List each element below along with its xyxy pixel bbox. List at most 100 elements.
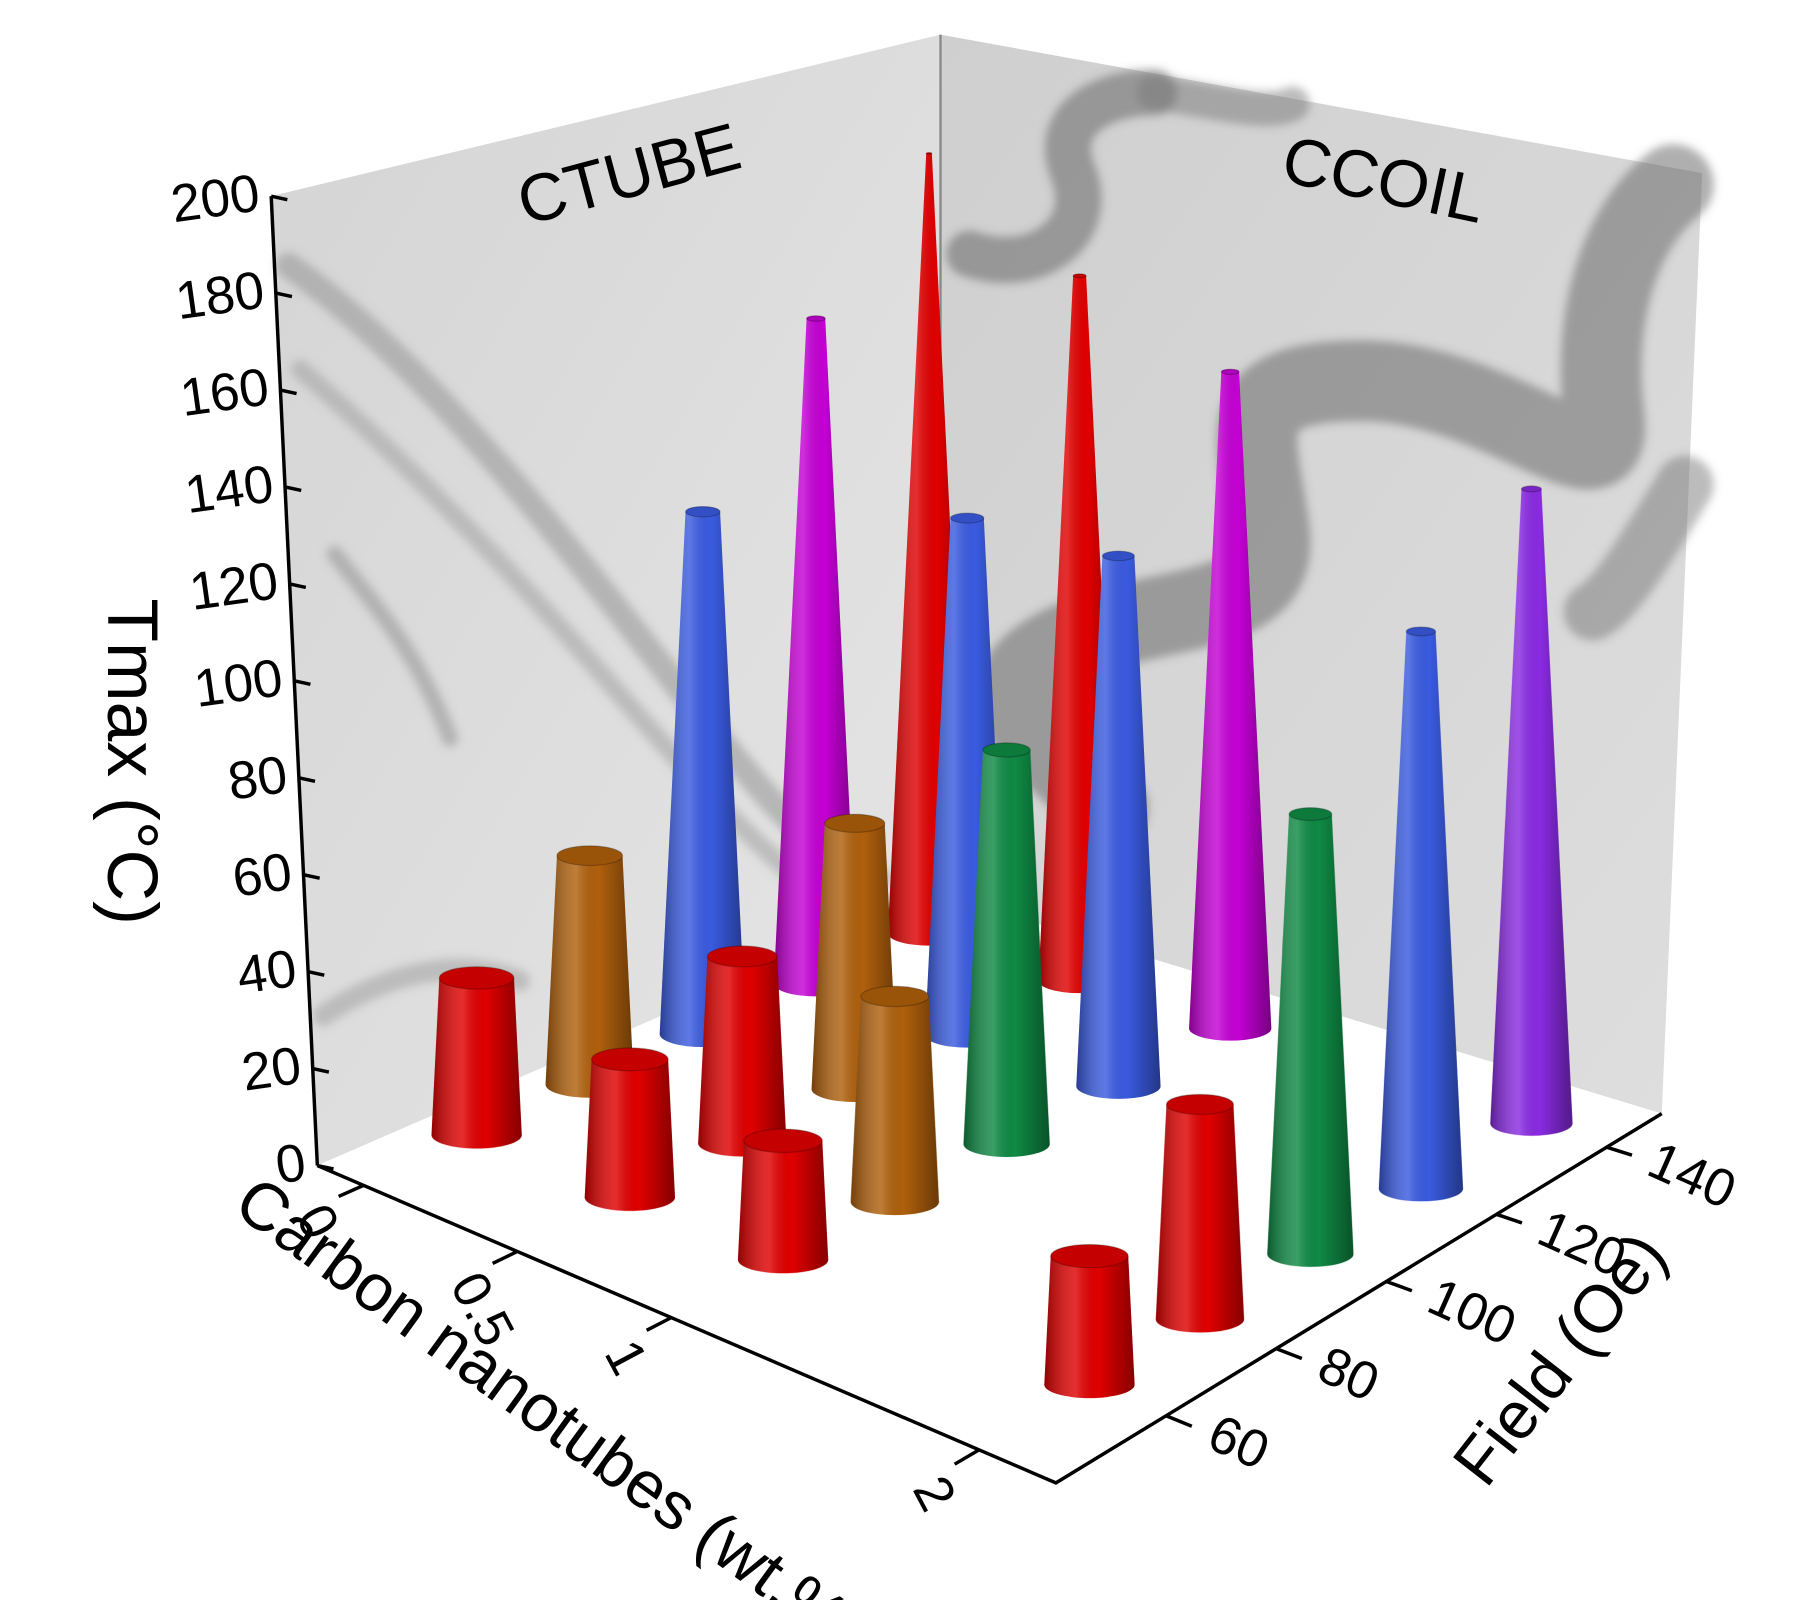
cone xyxy=(698,945,787,1157)
x-tick-label: 2 xyxy=(901,1467,967,1521)
x-tick xyxy=(491,1249,519,1265)
cone-shade xyxy=(1267,814,1354,1267)
cone xyxy=(1076,550,1161,1099)
cone-cap xyxy=(590,1047,669,1072)
cone-cap-shade xyxy=(1102,551,1135,561)
cone-cap-shade xyxy=(824,814,885,833)
cone-cap xyxy=(438,966,515,990)
z-tick xyxy=(298,776,316,783)
cone-shade xyxy=(963,749,1050,1157)
tube xyxy=(326,545,459,747)
cone-shade xyxy=(850,996,939,1216)
cone-cap xyxy=(949,512,985,524)
cone-shade xyxy=(1189,371,1272,1041)
z-tick-label: 60 xyxy=(229,842,296,909)
cone-cap-shade xyxy=(860,986,929,1007)
coil xyxy=(1136,75,1310,126)
cone-shade xyxy=(584,1059,675,1211)
cone-cap-shade xyxy=(983,742,1031,758)
cone-cap xyxy=(1520,485,1542,493)
z-tick-label: 80 xyxy=(224,745,291,812)
z-tick xyxy=(307,969,325,977)
cone-cap-shade xyxy=(1073,273,1087,278)
z-tick xyxy=(275,291,293,299)
cone-shade xyxy=(1490,488,1573,1136)
z-tick-label: 140 xyxy=(181,454,277,525)
x-tick xyxy=(337,1183,365,1199)
cone-shade xyxy=(1044,1256,1135,1399)
cone-shade xyxy=(1155,1104,1245,1333)
y-tick xyxy=(1606,1145,1633,1157)
cone-cap-shade xyxy=(1050,1244,1129,1268)
cone xyxy=(1155,1093,1245,1333)
cone-cap-shade xyxy=(685,506,721,517)
y-tick-label: 60 xyxy=(1200,1404,1278,1482)
cone-cap xyxy=(1165,1093,1234,1116)
x-tick-label: 1 xyxy=(593,1331,659,1385)
cone xyxy=(850,985,939,1216)
cone-cap-shade xyxy=(950,513,984,524)
z-tick xyxy=(280,388,297,396)
cone-shade xyxy=(737,1140,829,1274)
cone xyxy=(545,845,634,1098)
cone-cap xyxy=(925,151,933,155)
cone xyxy=(431,966,522,1149)
cone-cap xyxy=(860,985,930,1008)
cone-cap-shade xyxy=(743,1129,823,1153)
y-tick xyxy=(1165,1414,1193,1428)
z-tick-label: 200 xyxy=(167,164,263,235)
coil xyxy=(946,69,1178,283)
cone-cap xyxy=(706,945,778,968)
cone-cap xyxy=(1288,807,1333,822)
cone-cap xyxy=(1072,273,1087,279)
z-tick-label: 160 xyxy=(177,357,273,428)
x-tick xyxy=(645,1316,673,1332)
cone-cap xyxy=(1405,626,1437,637)
cone xyxy=(737,1128,829,1274)
x-tick xyxy=(953,1448,980,1466)
z-tick-label: 100 xyxy=(190,648,286,719)
cone xyxy=(963,742,1050,1157)
cone-cap-shade xyxy=(926,152,932,155)
y-tick xyxy=(1275,1346,1303,1361)
cone-cap xyxy=(743,1128,823,1154)
cone-cap-shade xyxy=(1221,369,1240,375)
cone-cap xyxy=(982,742,1031,758)
z-tick xyxy=(284,485,302,493)
cone-shade xyxy=(545,855,634,1098)
cone-shade xyxy=(659,511,746,1048)
cone xyxy=(1378,626,1464,1202)
cone-cap-shade xyxy=(1289,807,1332,821)
z-tick-label: 20 xyxy=(238,1036,305,1103)
cone-cap-shade xyxy=(707,945,778,967)
cone xyxy=(659,505,746,1048)
cone xyxy=(584,1047,675,1211)
cone-cap xyxy=(1101,550,1135,562)
y-tick-label: 80 xyxy=(1310,1335,1388,1413)
cone-cap xyxy=(684,505,721,518)
z-axis-title: Tmax (°C) xyxy=(92,598,172,925)
floor-edge xyxy=(316,1112,1663,1485)
cone-cap-shade xyxy=(806,315,826,322)
cone-cap xyxy=(806,315,826,322)
cone xyxy=(1044,1243,1135,1399)
z-tick xyxy=(303,873,321,880)
cone xyxy=(1189,368,1272,1041)
cone-cap-shade xyxy=(1166,1094,1234,1115)
z-tick-label: 180 xyxy=(172,260,268,331)
cone-cap-shade xyxy=(1406,627,1436,636)
z-tick-label: 40 xyxy=(234,939,301,1006)
cone-cap-shade xyxy=(556,845,623,866)
plot: CTUBE CCOIL Tmax (°C) Carbon nanotubes (… xyxy=(92,34,1744,1600)
cone-shade xyxy=(1378,631,1464,1202)
cone-shade xyxy=(1076,555,1161,1099)
y-tick xyxy=(1385,1279,1413,1293)
cone-cap xyxy=(824,813,886,833)
cone-cap-shade xyxy=(439,966,514,990)
cone xyxy=(1490,485,1573,1136)
z-tick xyxy=(316,1163,334,1171)
cone-cap-shade xyxy=(1521,485,1542,492)
y-tick-label: 140 xyxy=(1639,1131,1744,1221)
cone-cap xyxy=(1050,1243,1129,1269)
